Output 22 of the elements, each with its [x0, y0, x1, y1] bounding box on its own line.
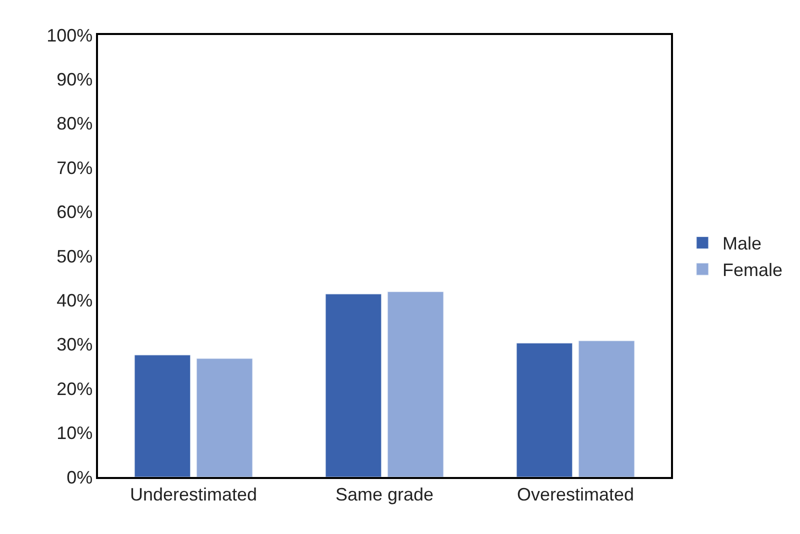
x-tick-label: Overestimated: [516, 484, 634, 504]
legend-label: Male: [722, 234, 762, 254]
bar: [387, 292, 444, 477]
y-tick-label: 80%: [56, 114, 93, 134]
bar: [325, 294, 382, 477]
y-tick-label: 90%: [56, 70, 93, 90]
x-tick-label: Underestimated: [130, 484, 258, 504]
y-tick-label: 30%: [56, 334, 93, 355]
y-tick-label: 0%: [66, 467, 93, 488]
y-tick-label: 20%: [56, 378, 93, 399]
bar: [196, 358, 253, 477]
y-tick-label: 50%: [56, 246, 93, 266]
bar: [134, 354, 191, 477]
y-tick-label: 40%: [56, 290, 93, 310]
y-tick-label: 10%: [56, 423, 93, 444]
y-tick-label: 70%: [56, 158, 93, 178]
legend-label: Female: [722, 260, 782, 280]
bar: [516, 342, 573, 477]
y-tick-label: 60%: [56, 202, 93, 222]
y-tick-label: 100%: [46, 25, 93, 46]
bar: [578, 340, 635, 477]
x-tick-label: Same grade: [335, 484, 434, 504]
